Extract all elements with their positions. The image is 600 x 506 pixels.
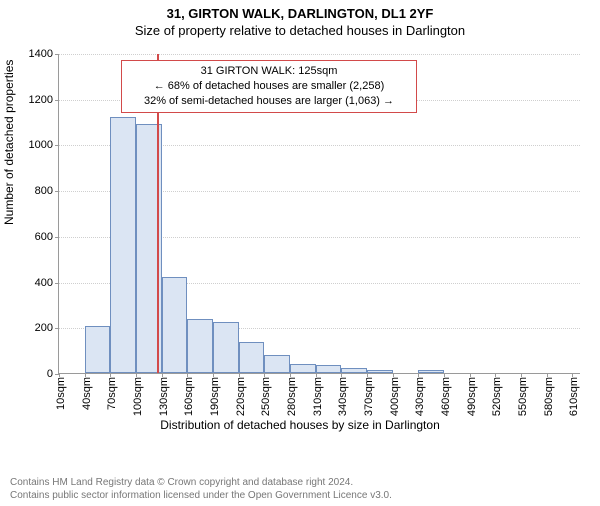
footer-line-1: Contains HM Land Registry data © Crown c… (10, 476, 392, 489)
x-tick-label: 430sqm (414, 377, 426, 416)
y-tick-label: 1200 (29, 94, 53, 106)
plot-area: 020040060080010001200140010sqm40sqm70sqm… (58, 54, 580, 374)
x-tick-label: 370sqm (363, 377, 375, 416)
y-tick-mark (55, 145, 59, 146)
histogram-bar (367, 370, 393, 373)
histogram-bar (341, 368, 367, 373)
x-tick-label: 70sqm (106, 377, 118, 410)
footer-line-2: Contains public sector information licen… (10, 489, 392, 502)
histogram-bar (213, 322, 239, 373)
y-tick-mark (55, 283, 59, 284)
info-box: 31 GIRTON WALK: 125sqm← 68% of detached … (121, 60, 417, 113)
x-tick-label: 550sqm (517, 377, 529, 416)
y-tick-label: 0 (47, 368, 53, 380)
histogram-bar (316, 365, 342, 373)
histogram-bar (264, 355, 290, 373)
x-tick-label: 160sqm (183, 377, 195, 416)
y-axis-label: Number of detached properties (2, 60, 16, 225)
x-tick-label: 400sqm (389, 377, 401, 416)
y-tick-label: 1400 (29, 48, 53, 60)
footer-attribution: Contains HM Land Registry data © Crown c… (10, 476, 392, 502)
histogram-bar (290, 364, 316, 373)
y-tick-mark (55, 100, 59, 101)
histogram-bar (162, 277, 188, 373)
gridline (59, 54, 580, 55)
y-tick-label: 1000 (29, 139, 53, 151)
x-tick-label: 190sqm (209, 377, 221, 416)
y-tick-label: 200 (35, 322, 53, 334)
y-tick-label: 400 (35, 277, 53, 289)
y-tick-label: 800 (35, 185, 53, 197)
page-title: 31, GIRTON WALK, DARLINGTON, DL1 2YF (0, 6, 600, 21)
histogram-chart: Number of detached properties 0200400600… (0, 50, 600, 452)
histogram-bar (239, 342, 265, 373)
histogram-bar (110, 117, 136, 373)
x-tick-label: 490sqm (466, 377, 478, 416)
info-box-line: ← 68% of detached houses are smaller (2,… (130, 79, 408, 94)
y-tick-mark (55, 54, 59, 55)
x-tick-label: 100sqm (132, 377, 144, 416)
y-tick-mark (55, 328, 59, 329)
x-tick-label: 340sqm (337, 377, 349, 416)
info-box-line: 31 GIRTON WALK: 125sqm (130, 64, 408, 79)
x-tick-label: 10sqm (55, 377, 67, 410)
y-tick-label: 600 (35, 231, 53, 243)
y-tick-mark (55, 237, 59, 238)
info-box-line: 32% of semi-detached houses are larger (… (130, 94, 408, 109)
x-tick-label: 40sqm (81, 377, 93, 410)
x-tick-label: 610sqm (568, 377, 580, 416)
x-tick-label: 250sqm (260, 377, 272, 416)
histogram-bar (85, 326, 111, 373)
histogram-bar (418, 370, 444, 373)
x-tick-label: 520sqm (491, 377, 503, 416)
x-tick-label: 280sqm (286, 377, 298, 416)
x-tick-label: 310sqm (312, 377, 324, 416)
x-tick-label: 460sqm (440, 377, 452, 416)
x-tick-label: 130sqm (158, 377, 170, 416)
y-tick-mark (55, 191, 59, 192)
page-subtitle: Size of property relative to detached ho… (0, 23, 600, 38)
x-axis-label: Distribution of detached houses by size … (0, 418, 600, 432)
x-tick-label: 220sqm (235, 377, 247, 416)
x-tick-label: 580sqm (543, 377, 555, 416)
histogram-bar (187, 319, 213, 373)
